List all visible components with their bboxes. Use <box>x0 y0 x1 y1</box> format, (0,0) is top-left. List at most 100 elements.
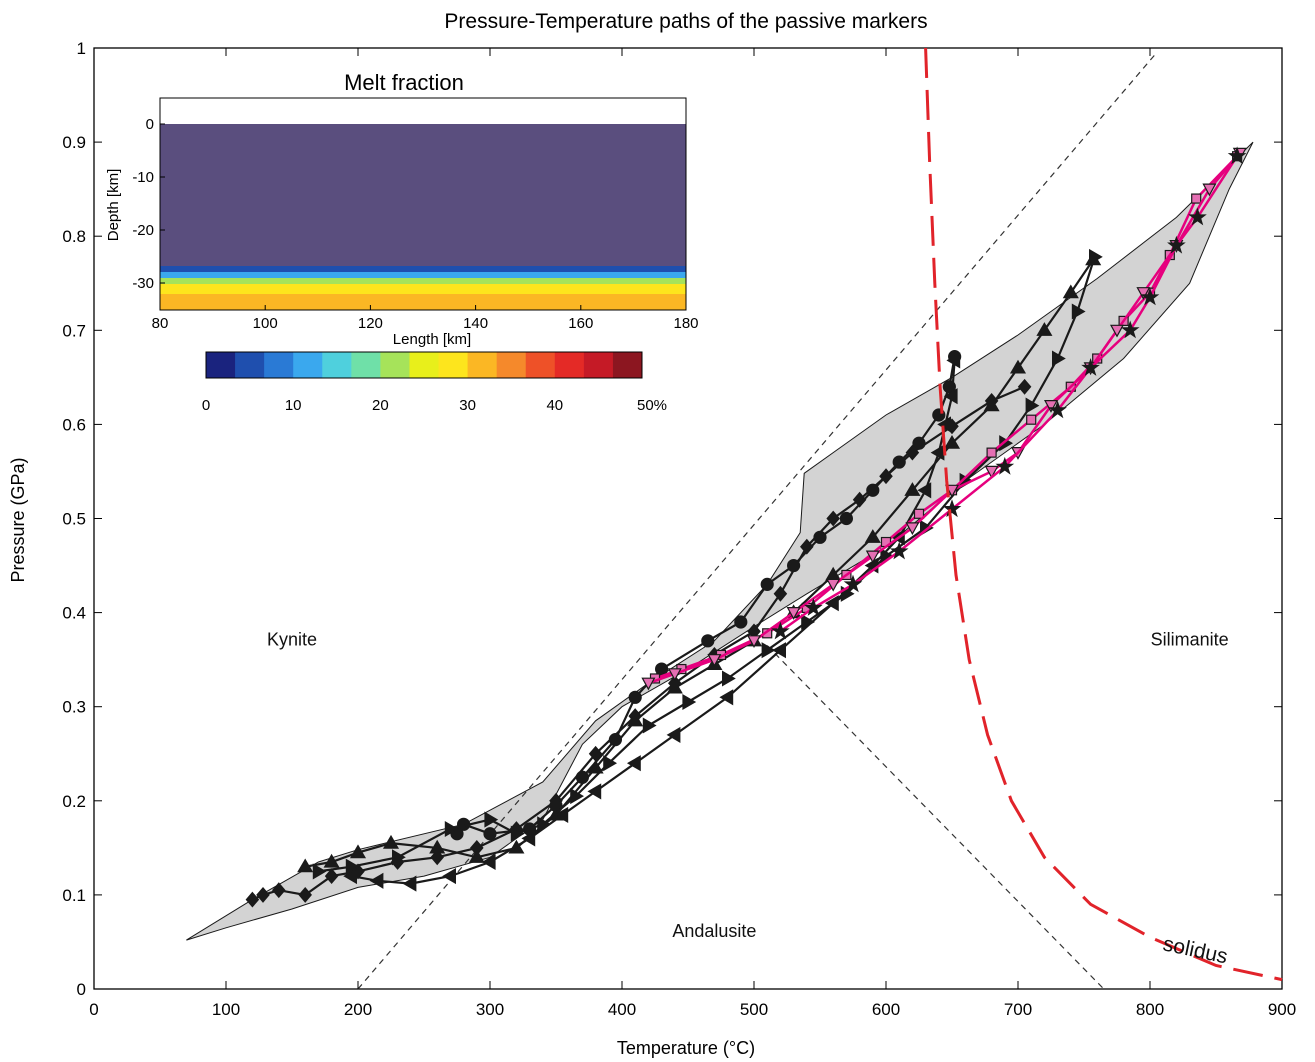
colorbar-tick-label: 40 <box>546 397 563 414</box>
inset-melt-layers <box>160 124 686 310</box>
series-3-marker-0 <box>312 863 327 880</box>
series-6-marker-0 <box>641 677 656 691</box>
series-1-marker-21 <box>1062 284 1079 299</box>
series-4-marker-2 <box>402 875 417 892</box>
series-0-marker-24 <box>1017 378 1032 395</box>
x-tick-label: 0 <box>89 1000 98 1019</box>
reaction-line-0 <box>357 52 1158 990</box>
series-3-marker-5 <box>510 825 525 842</box>
y-tick-label: 0.1 <box>62 886 86 905</box>
series-1-marker-16 <box>904 482 921 496</box>
inset-x-tick-label: 140 <box>463 315 488 332</box>
solidus-curve <box>924 47 1283 982</box>
series-7-marker-9 <box>1140 287 1160 306</box>
inset-x-axis-label: Length [km] <box>393 331 471 348</box>
inset-layer-5 <box>160 294 686 310</box>
colorbar-segment-7 <box>409 352 440 378</box>
y-tick-label: 0.8 <box>62 227 86 246</box>
colorbar-segment-14 <box>612 352 643 378</box>
inset-layer-3 <box>160 278 686 284</box>
series-1-marker-10 <box>666 679 683 694</box>
colorbar-tick-label: 30 <box>459 397 476 414</box>
series-2-marker-2 <box>483 827 497 841</box>
inset-x-tick-label: 80 <box>152 315 169 332</box>
series-1-marker-2 <box>349 844 367 859</box>
series-4-marker-12 <box>825 595 839 612</box>
series-1-marker-19 <box>1009 359 1027 374</box>
y-tick-label: 1 <box>77 39 86 58</box>
y-tick-label: 0.3 <box>62 698 86 717</box>
series-4-marker-0 <box>343 868 357 885</box>
colorbar-segment-4 <box>322 352 352 378</box>
series-4-marker-6 <box>554 806 569 823</box>
x-tick-label: 400 <box>608 1000 636 1019</box>
series-4-marker-8 <box>627 755 641 772</box>
series-5-marker-9 <box>986 447 997 458</box>
x-tick-label: 300 <box>476 1000 504 1019</box>
series-2-marker-17 <box>912 436 926 450</box>
series-3-marker-19 <box>1025 397 1040 414</box>
series-3-marker-22 <box>1088 248 1103 265</box>
series-6-marker-9 <box>984 465 999 479</box>
colorbar-segment-12 <box>554 352 585 378</box>
colorbar-segment-8 <box>438 352 469 378</box>
colorbar-frame <box>205 351 643 379</box>
series-3-marker-7 <box>570 788 584 805</box>
series-2-marker-11 <box>760 577 774 591</box>
inset-layer-4 <box>160 284 686 294</box>
series-6-marker-6 <box>865 550 880 564</box>
colorbar-segment-0 <box>206 352 236 378</box>
series-5-marker-7 <box>913 508 925 519</box>
y-axis-label: Pressure (GPa) <box>8 457 28 582</box>
chart-title: Pressure-Temperature paths of the passiv… <box>444 10 927 33</box>
series-7 <box>771 146 1247 640</box>
series-0-marker-0 <box>245 891 260 908</box>
series-0-marker-18 <box>826 510 840 527</box>
series-2-marker-8 <box>654 662 669 676</box>
series-6-marker-5 <box>826 578 841 592</box>
series-7-marker-11 <box>1188 207 1207 226</box>
series-1-marker-15 <box>864 529 881 543</box>
series-0-marker-3 <box>298 886 312 903</box>
series-0-marker-4 <box>324 868 339 885</box>
series-0-marker-16 <box>773 585 788 602</box>
series-4-marker-3 <box>442 868 456 885</box>
y-tick-label: 0.4 <box>62 604 86 623</box>
series-7-marker-10 <box>1167 235 1186 254</box>
series-7-marker-2 <box>843 574 863 593</box>
colorbar-tick-label: 20 <box>372 397 389 414</box>
inset-y-axis-label: Depth [km] <box>105 169 122 242</box>
series-line-6 <box>647 152 1241 685</box>
series-6-marker-7 <box>905 522 920 536</box>
series-3-marker-11 <box>721 670 736 687</box>
series-7-marker-5 <box>995 456 1015 475</box>
x-tick-label: 700 <box>1004 1000 1032 1019</box>
colorbar-segment-6 <box>380 352 410 378</box>
series-4-marker-7 <box>587 783 602 800</box>
region-label-2: Andalusite <box>672 921 756 941</box>
series-7-marker-4 <box>942 499 962 518</box>
colorbar-segment-1 <box>235 352 265 378</box>
inset-x-tick-label: 180 <box>673 315 698 332</box>
series-2-marker-10 <box>734 615 748 629</box>
series-2-marker-6 <box>608 733 623 747</box>
series-4-marker-15 <box>917 482 932 499</box>
colorbar-segment-3 <box>293 352 323 378</box>
series-2-marker-5 <box>575 770 590 784</box>
x-tick-label: 100 <box>212 1000 240 1019</box>
y-tick-label: 0.2 <box>62 792 86 811</box>
series-4-marker-9 <box>666 726 681 743</box>
colorbar-ticks: 0 10 20 30 40 50% <box>202 397 667 414</box>
series-4-marker-4 <box>481 853 496 871</box>
inset-y-tick-label: -20 <box>132 222 154 239</box>
series-1-marker-18 <box>983 397 1000 412</box>
series-6-marker-14 <box>1136 287 1151 300</box>
x-axis-label: Temperature (°C) <box>617 1038 755 1058</box>
series-4-marker-19 <box>946 352 961 369</box>
colorbar-tick-label: 50% <box>637 397 667 414</box>
series-3-marker-1 <box>345 858 360 875</box>
inset-y-tick-label: 0 <box>146 116 154 133</box>
series-1-marker-5 <box>468 849 485 863</box>
colorbar-segment-13 <box>583 352 614 378</box>
series-0-marker-17 <box>800 538 814 555</box>
